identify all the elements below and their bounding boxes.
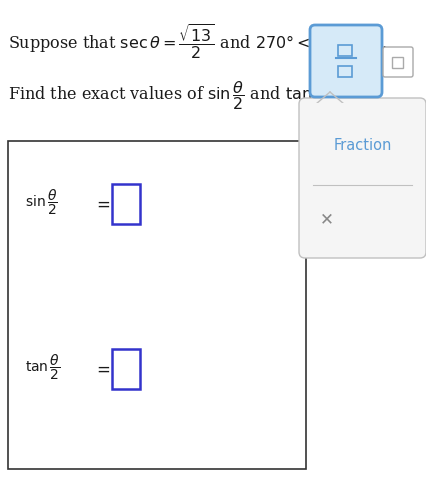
FancyBboxPatch shape [338,66,352,77]
FancyBboxPatch shape [338,45,352,56]
Text: $\sin\dfrac{\theta}{2}$: $\sin\dfrac{\theta}{2}$ [25,187,58,217]
Text: $=$: $=$ [93,195,110,212]
FancyBboxPatch shape [299,98,426,258]
Text: Fraction: Fraction [333,138,391,153]
Text: Find the exact values of $\sin\dfrac{\theta}{2}$ and $\tan\dfrac{\theta}{2}.$: Find the exact values of $\sin\dfrac{\th… [8,79,331,112]
Text: $\tan\dfrac{\theta}{2}$: $\tan\dfrac{\theta}{2}$ [25,352,61,382]
FancyBboxPatch shape [383,47,413,77]
FancyBboxPatch shape [310,25,382,97]
Text: ✕: ✕ [320,210,334,228]
FancyBboxPatch shape [112,184,140,224]
FancyBboxPatch shape [8,141,306,469]
Text: Suppose that $\sec\theta = \dfrac{\sqrt{13}}{2}$ and $270° < \theta < 360°.$: Suppose that $\sec\theta = \dfrac{\sqrt{… [8,22,386,61]
FancyBboxPatch shape [392,57,403,68]
FancyBboxPatch shape [112,349,140,389]
Polygon shape [316,92,344,104]
Text: $=$: $=$ [93,360,110,377]
